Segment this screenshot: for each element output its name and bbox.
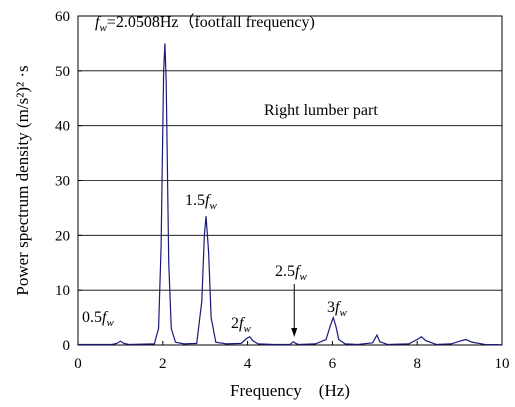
ann-h2-sub: w (243, 323, 251, 335)
annotation-0-5fw: 0.5fw (82, 309, 114, 329)
annotation-panel-label: Right lumber part (264, 102, 378, 119)
ann-h05-prefix: 0.5 (82, 309, 102, 326)
x-tick-label: 8 (413, 356, 421, 372)
annotation-1-5fw: 1.5fw (185, 192, 217, 212)
y-tick-label: 30 (55, 174, 70, 190)
x-tick-label: 0 (74, 356, 82, 372)
ann-fw-sub: w (99, 22, 107, 34)
y-axis-label: Power spectrum density (m/s²)² ·s (13, 65, 32, 295)
ann-h25-sub: w (299, 271, 307, 283)
ann-h3-base: f (335, 299, 342, 316)
x-axis-label: Frequency (Hz) (230, 381, 350, 400)
x-tick-label: 2 (159, 356, 167, 372)
annotation-2-5fw: 2.5fw (275, 263, 307, 283)
arrow-head (291, 328, 298, 337)
ann-h05-base: f (102, 309, 109, 326)
ann-h2-base: f (239, 315, 246, 332)
ann-h05-sub: w (106, 317, 114, 329)
ann-h3-prefix: 3 (327, 299, 335, 316)
y-tick-label: 10 (55, 283, 70, 299)
ann-h2-prefix: 2 (231, 315, 239, 332)
y-tick-label: 40 (55, 119, 70, 135)
annotation-2fw: 2fw (231, 315, 251, 335)
x-tick-label: 4 (244, 356, 252, 372)
ann-fw-base: f (95, 14, 102, 31)
annotation-footfall-frequency: fw=2.0508Hz（footfall frequency) (95, 13, 315, 34)
ann-h15-base: f (205, 192, 212, 209)
ann-h25-base: f (295, 263, 302, 280)
ann-h15-sub: w (209, 200, 217, 212)
y-tick-labels: 0 10 20 30 40 50 60 (55, 9, 70, 354)
annotation-3fw: 3fw (327, 299, 347, 319)
ann-h3-sub: w (339, 307, 347, 319)
y-tick-label: 0 (63, 338, 71, 354)
x-tick-labels: 0 2 4 6 8 10 (74, 356, 509, 372)
y-tick-label: 60 (55, 9, 70, 25)
x-tick-label: 10 (495, 356, 510, 372)
y-tick-label: 50 (55, 64, 70, 80)
x-tick-label: 6 (329, 356, 337, 372)
series-line (78, 43, 503, 346)
ann-h25-prefix: 2.5 (275, 263, 295, 280)
ann-fw-rest: =2.0508Hz（footfall frequency) (107, 13, 315, 31)
grid-lines (78, 70, 502, 291)
ann-h15-prefix: 1.5 (185, 192, 205, 209)
y-tick-label: 20 (55, 228, 70, 244)
